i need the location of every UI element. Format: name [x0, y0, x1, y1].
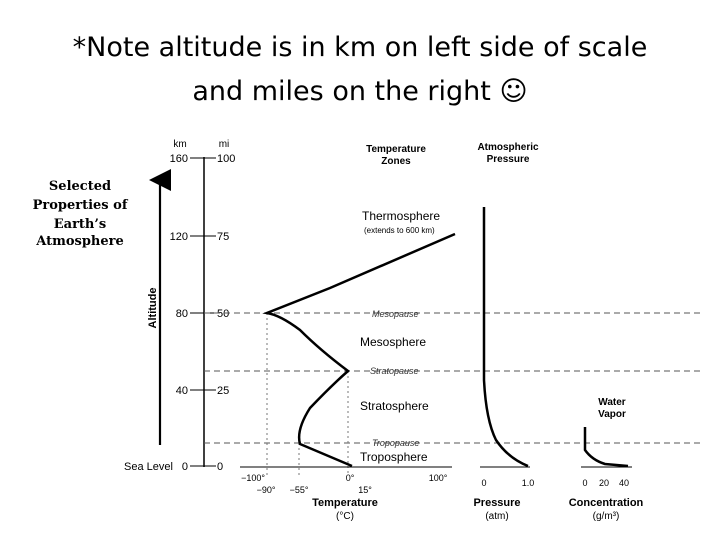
column-headers: Temperature Zones Atmospheric Pressure — [366, 142, 539, 167]
pressure-plot: 0 1.0 Pressure (atm) — [473, 207, 534, 522]
slide-title-line-2: and miles on the right ☺ — [192, 76, 528, 107]
side-title-line: Selected — [49, 179, 111, 194]
pressure-unit: (atm) — [485, 511, 508, 522]
temperature-unit: (°C) — [336, 511, 354, 522]
temperature-zones-header: Temperature — [366, 144, 426, 155]
pressure-header: Atmospheric — [477, 142, 539, 153]
temp-tick-label: −55° — [290, 485, 309, 495]
km-tick-label: 160 — [170, 153, 188, 165]
mi-tick-label: 0 — [217, 461, 223, 473]
pressure-label: Pressure — [473, 497, 520, 509]
concentration-tick-label: 40 — [619, 478, 629, 488]
pressure-header: Pressure — [487, 154, 530, 165]
zone-label-stratopause: Stratopause — [370, 366, 419, 376]
temperature-label: Temperature — [312, 497, 378, 509]
zone-labels: Thermosphere (extends to 600 km) Mesopau… — [360, 209, 440, 464]
km-tick-label: 40 — [176, 385, 188, 397]
concentration-tick-label: 0 — [582, 478, 587, 488]
water-vapor-label: Vapor — [598, 409, 626, 420]
zone-label-mesopause: Mesopause — [372, 309, 419, 319]
boundaries — [204, 312, 700, 444]
km-tick-label: 120 — [170, 231, 188, 243]
zone-note-thermosphere: (extends to 600 km) — [364, 226, 435, 235]
altitude-axis-label: Altitude — [147, 288, 159, 329]
concentration-tick-label: 20 — [599, 478, 609, 488]
temperature-zones-header: Zones — [381, 156, 411, 167]
water-vapor-plot: Water Vapor 0 20 40 Concentration (g/m³) — [569, 397, 644, 522]
temp-tick-label: −100° — [241, 473, 265, 483]
temp-tick-label: 0° — [346, 473, 355, 483]
concentration-label: Concentration — [569, 497, 644, 509]
side-title-line: Earth’s — [54, 217, 106, 232]
side-title: Selected Properties of Earth’s Atmospher… — [33, 179, 129, 249]
zone-label-troposphere: Troposphere — [360, 450, 428, 464]
mi-tick-label: 100 — [217, 153, 235, 165]
water-vapor-label: Water — [598, 397, 626, 408]
slide-title-line-1: *Note altitude is in km on left side of … — [72, 32, 648, 63]
concentration-unit: (g/m³) — [593, 511, 620, 522]
temperature-profile — [262, 232, 456, 468]
temp-tick-label: 100° — [429, 473, 448, 483]
pressure-tick-label: 0 — [481, 478, 486, 488]
mi-tick-label: 50 — [217, 308, 229, 320]
temp-tick-label: 15° — [358, 485, 372, 495]
sea-level-label: Sea Level — [124, 461, 173, 473]
water-vapor-curve — [583, 427, 629, 468]
pressure-tick-label: 1.0 — [522, 478, 535, 488]
altitude-scale: km mi 160 120 80 40 0 100 75 50 25 0 Sea… — [124, 139, 235, 473]
mi-tick-label: 25 — [217, 385, 229, 397]
zone-label-mesosphere: Mesosphere — [360, 335, 426, 349]
temp-tick-label: −90° — [257, 485, 276, 495]
slide-title: *Note altitude is in km on left side of … — [0, 26, 720, 114]
km-tick-label: 0 — [182, 461, 188, 473]
zone-label-thermosphere: Thermosphere — [362, 209, 440, 223]
zone-label-tropopause: Tropopause — [372, 438, 419, 448]
pressure-curve — [482, 207, 529, 468]
side-title-line: Atmosphere — [35, 234, 124, 249]
side-title-line: Properties of — [33, 198, 129, 213]
mi-tick-label: 75 — [217, 231, 229, 243]
zone-label-stratosphere: Stratosphere — [360, 399, 429, 413]
temperature-guides — [266, 313, 349, 475]
temperature-axis: −100° 0° 100° −90° −55° 15° Temperature … — [240, 466, 452, 522]
km-tick-label: 80 — [176, 308, 188, 320]
km-unit-label: km — [173, 139, 186, 150]
mi-unit-label: mi — [219, 139, 230, 150]
